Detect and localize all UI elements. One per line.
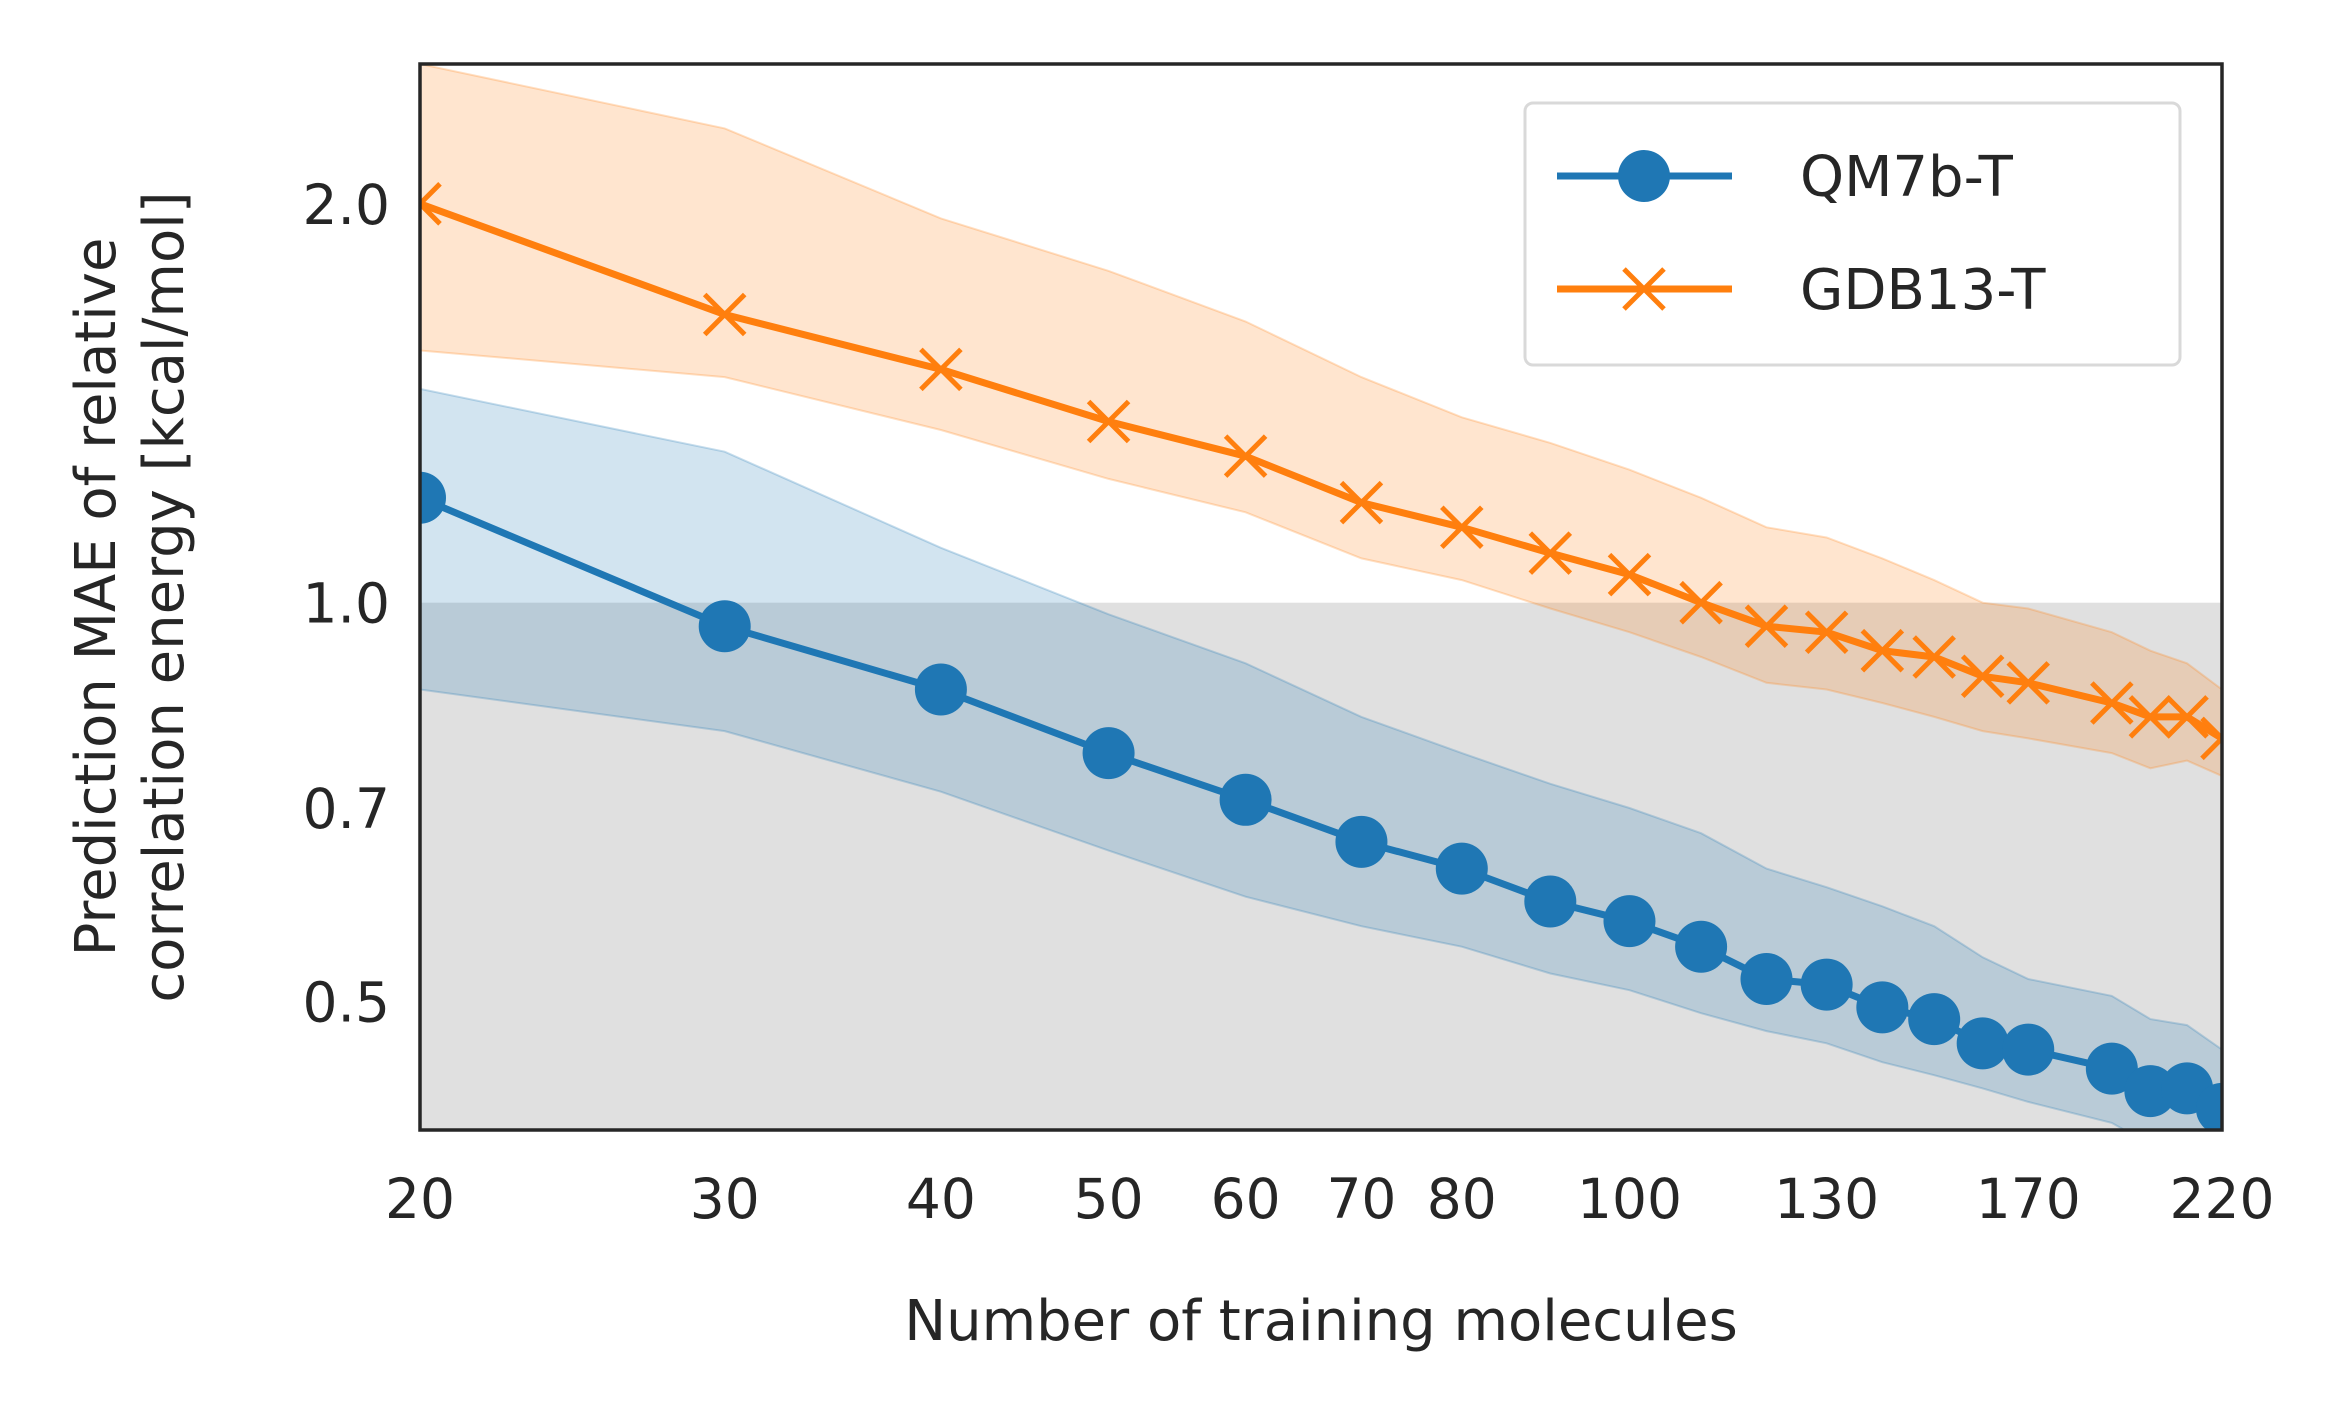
gdb13-t-point: [2200, 716, 2222, 761]
shaded-region: [420, 602, 2222, 1130]
legend-marker: [1618, 150, 1670, 202]
y-tick-label: 0.7: [303, 777, 390, 841]
y-axis-label-line-1: Prediction MAE of relative: [64, 238, 129, 957]
gdb13-t-point: [1744, 604, 1789, 648]
gdb13-t-point: [2128, 695, 2173, 739]
x-tick-label: 50: [1074, 1167, 1144, 1231]
y-tick-label: 1.0: [303, 572, 390, 636]
x-tick-label: 220: [2170, 1167, 2275, 1231]
y-tick-label: 2.0: [303, 173, 390, 237]
qm7b-t-point: [1800, 958, 1853, 1011]
gdb13-t-point: [1679, 580, 1723, 625]
qm7b-t-point: [1524, 875, 1577, 928]
qm7b-t-point: [1675, 920, 1728, 973]
gdb13-t-point: [1860, 628, 1905, 673]
qm7b-t-point: [1603, 895, 1656, 948]
x-tick-label: 70: [1326, 1167, 1396, 1231]
confidence-bands: [420, 64, 2222, 1130]
gdb13-t-band: [420, 64, 2222, 778]
x-axis-ticks: 20 30 40 50 60 70 80 100 130 170 220: [385, 1167, 2274, 1231]
legend-label: QM7b-T: [1800, 145, 2014, 210]
qm7b-t-point: [2085, 1042, 2138, 1095]
qm7b-t-point: [1856, 981, 1909, 1034]
qm7b-t-point: [1956, 1017, 2009, 1070]
y-axis-ticks: 0.5 0.7 1.0 2.0: [303, 173, 390, 1035]
y-axis-label-line-2: correlation energy [kcal/mol]: [132, 191, 197, 1002]
x-tick-label: 80: [1427, 1167, 1497, 1231]
gdb13-t-point: [1607, 552, 1652, 597]
gdb13-t-point: [2165, 695, 2209, 739]
x-tick-label: 30: [690, 1167, 760, 1231]
qm7b-t-band: [420, 387, 2222, 1130]
qm7b-t-point: [1335, 815, 1388, 868]
gdb13-t-line: [420, 200, 2222, 742]
qm7b-t-point: [1908, 993, 1961, 1046]
axes-frame: [418, 62, 2224, 1132]
gdb13-t-point: [2006, 661, 2051, 705]
gdb13-t-point: [420, 182, 442, 226]
x-tick-label: 20: [385, 1167, 455, 1231]
gdb13-t-point: [1804, 610, 1849, 654]
qm7b-t-point: [1219, 773, 1272, 826]
gdb13-t-point: [1960, 654, 2005, 699]
y-tick-label: 0.5: [303, 971, 390, 1035]
legend-marker: [1622, 267, 1666, 311]
qm7b-t-point: [2196, 1082, 2222, 1130]
gdb13-t-point: [2090, 681, 2134, 725]
gdb13-t-point: [1086, 399, 1131, 444]
x-tick-label: 170: [1976, 1167, 2081, 1231]
qm7b-t-point: [1740, 953, 1793, 1006]
legend-box: [1523, 101, 2182, 367]
legend-label: GDB13-T: [1800, 258, 2046, 323]
gdb13-t-point: [1440, 505, 1484, 550]
legend-entry-gdb13-t: GDB13-T: [1557, 258, 2046, 323]
qm7b-t-point: [1082, 727, 1135, 780]
qm7b-t-point: [2002, 1023, 2055, 1076]
qm7b-t-point: [420, 471, 446, 524]
gdb13-t-point: [1339, 480, 1384, 525]
gdb13-t-point: [919, 347, 963, 392]
gdb13-t-point: [1912, 635, 1956, 679]
qm7b-t-point: [1435, 842, 1488, 895]
x-tick-label: 130: [1774, 1167, 1879, 1231]
legend-entry-qm7b-t: QM7b-T: [1557, 145, 2014, 210]
x-tick-label: 40: [906, 1167, 976, 1231]
gdb13-t-point: [1528, 531, 1573, 575]
x-tick-label: 100: [1577, 1167, 1682, 1231]
x-axis-label: Number of training molecules: [904, 1289, 1738, 1354]
gdb13-t-point: [702, 292, 747, 337]
qm7b-t-point: [914, 663, 967, 716]
gdb13-t-point: [1223, 434, 1268, 478]
series-markers: [420, 182, 2222, 1130]
x-tick-label: 60: [1211, 1167, 1281, 1231]
qm7b-t-point: [698, 600, 751, 653]
legend: QM7b-T GDB13-T: [1523, 101, 2182, 367]
